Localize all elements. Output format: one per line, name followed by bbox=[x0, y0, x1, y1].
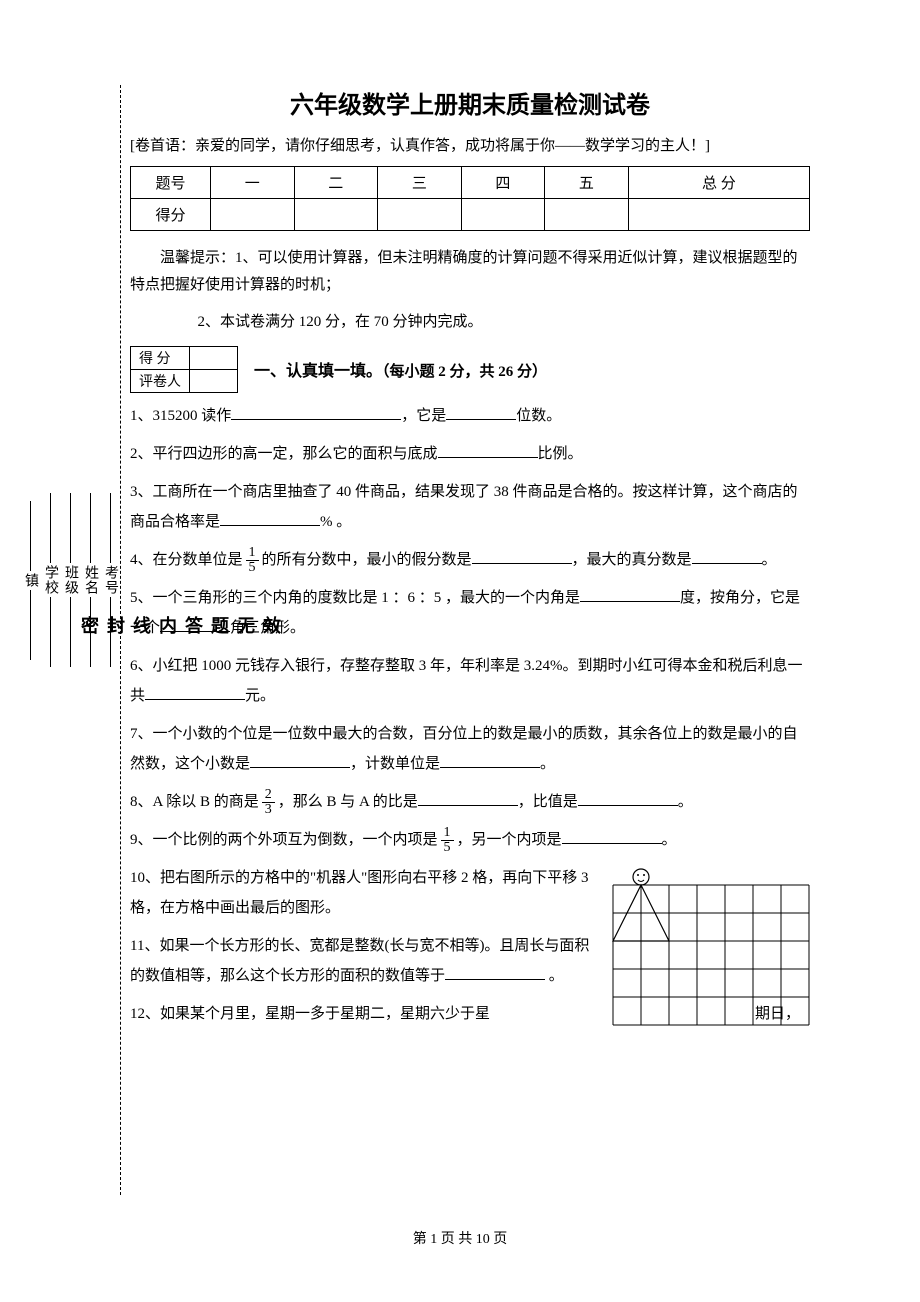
fill-blank[interactable] bbox=[440, 753, 540, 768]
score-cell[interactable] bbox=[211, 198, 295, 230]
questions-10-12-block: 10、把右图所示的方格中的"机器人"图形向右平移 2 格，再向下平移 3 格，在… bbox=[130, 863, 810, 1029]
score-cell[interactable] bbox=[294, 198, 378, 230]
question-3: 3、工商所在一个商店里抽查了 40 件商品，结果发现了 38 件商品是合格的。按… bbox=[130, 477, 810, 537]
header-cell: 一 bbox=[211, 166, 295, 198]
question-4: 4、在分数单位是15的所有分数中，最小的假分数是，最大的真分数是。 bbox=[130, 545, 810, 575]
fill-blank[interactable] bbox=[220, 511, 320, 526]
header-cell: 二 bbox=[294, 166, 378, 198]
header-cell: 题号 bbox=[131, 166, 211, 198]
fill-blank[interactable] bbox=[446, 405, 516, 420]
header-cell: 总 分 bbox=[628, 166, 809, 198]
question-5: 5、一个三角形的三个内角的度数比是 1 ：6 ：5 ，最大的一个内角是度，按角分… bbox=[130, 583, 810, 643]
section-1-subtitle: （每小题 2 分，共 26 分） bbox=[382, 364, 547, 380]
fill-blank[interactable] bbox=[692, 549, 762, 564]
score-cell[interactable] bbox=[545, 198, 629, 230]
tips-line-1: 温馨提示：1、可以使用计算器，但未注明精确度的计算问题不得采用近似计算，建议根据… bbox=[130, 245, 810, 299]
header-cell: 四 bbox=[461, 166, 545, 198]
score-label-cell: 得分 bbox=[131, 198, 211, 230]
question-2: 2、平行四边形的高一定，那么它的面积与底成比例。 bbox=[130, 439, 810, 469]
grader-box: 得 分 评卷人 bbox=[130, 346, 238, 393]
exam-title: 六年级数学上册期末质量检测试卷 bbox=[130, 85, 810, 120]
section-1-header: 得 分 评卷人 一、认真填一填。（每小题 2 分，共 26 分） bbox=[130, 346, 810, 393]
fill-blank[interactable] bbox=[580, 587, 680, 602]
fraction-one-fifth: 15 bbox=[441, 826, 454, 855]
field-school: 学校 bbox=[43, 565, 58, 595]
grader-person-value[interactable] bbox=[190, 369, 238, 392]
question-10: 10、把右图所示的方格中的"机器人"图形向右平移 2 格，再向下平移 3 格，在… bbox=[130, 863, 602, 923]
score-cell[interactable] bbox=[378, 198, 462, 230]
fill-blank[interactable] bbox=[160, 617, 230, 632]
fill-blank[interactable] bbox=[250, 753, 350, 768]
score-summary-table: 题号 一 二 三 四 五 总 分 得分 bbox=[130, 166, 810, 231]
table-row: 得分 bbox=[131, 198, 810, 230]
grader-person-label: 评卷人 bbox=[131, 369, 190, 392]
preface-text: [卷首语：亲爱的同学，请你仔细思考，认真作答，成功将属于你——数学学习的主人！] bbox=[130, 134, 810, 160]
grader-score-label: 得 分 bbox=[131, 346, 190, 369]
page-footer: 第 1 页 共 10 页 bbox=[0, 1228, 920, 1248]
score-cell[interactable] bbox=[628, 198, 809, 230]
question-12: 12、如果某个月里，星期一多于星期二，星期六少于星 bbox=[130, 999, 602, 1029]
section-1-title: 一、认真填一填。 bbox=[254, 363, 382, 380]
fill-blank[interactable] bbox=[438, 443, 538, 458]
section-1-title-wrap: 一、认真填一填。（每小题 2 分，共 26 分） bbox=[254, 357, 547, 381]
field-town: 镇 bbox=[23, 573, 38, 588]
question-8: 8、A 除以 B 的商是23，那么 B 与 A 的比是，比值是。 bbox=[130, 787, 810, 817]
fill-blank[interactable] bbox=[472, 549, 572, 564]
grader-score-value[interactable] bbox=[190, 346, 238, 369]
table-row: 题号 一 二 三 四 五 总 分 bbox=[131, 166, 810, 198]
fill-blank[interactable] bbox=[562, 829, 662, 844]
fraction-two-thirds: 23 bbox=[262, 788, 275, 817]
question-9: 9、一个比例的两个外项互为倒数，一个内项是15，另一个内项是。 bbox=[130, 825, 810, 855]
question-6: 6、小红把 1000 元钱存入银行，存整存整取 3 年，年利率是 3.24%。到… bbox=[130, 651, 810, 711]
header-cell: 三 bbox=[378, 166, 462, 198]
fraction-one-fifth: 15 bbox=[246, 546, 259, 575]
fill-blank[interactable] bbox=[578, 791, 678, 806]
fill-blank[interactable] bbox=[445, 965, 545, 980]
question-1: 1、315200 读作，它是位数。 bbox=[130, 401, 810, 431]
binding-margin: 考号 姓名 班级 学校 镇 效 无 题 答 内 线 封 密 bbox=[20, 90, 120, 1190]
tips-line-2: 2、本试卷满分 120 分，在 70 分钟内完成。 bbox=[130, 309, 810, 336]
header-cell: 五 bbox=[545, 166, 629, 198]
question-11: 11、如果一个长方形的长、宽都是整数(长与宽不相等)。且周长与面积的数值相等，那… bbox=[130, 931, 602, 991]
fill-blank[interactable] bbox=[418, 791, 518, 806]
score-cell[interactable] bbox=[461, 198, 545, 230]
fill-blank[interactable] bbox=[231, 405, 401, 420]
page-content: 六年级数学上册期末质量检测试卷 [卷首语：亲爱的同学，请你仔细思考，认真作答，成… bbox=[130, 85, 810, 1037]
question-7: 7、一个小数的个位是一位数中最大的合数，百分位上的数是最小的质数，其余各位上的数… bbox=[130, 719, 810, 779]
fill-blank[interactable] bbox=[145, 685, 245, 700]
